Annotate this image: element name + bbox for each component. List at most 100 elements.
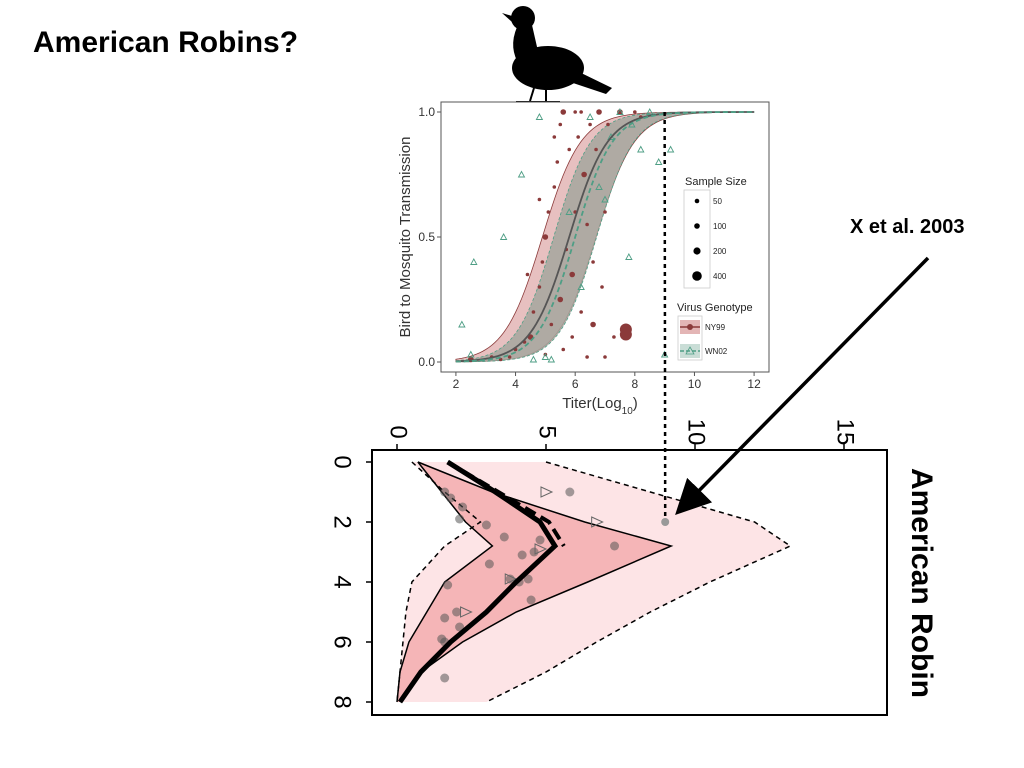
wn02-point — [601, 195, 609, 203]
ny99-point — [600, 285, 604, 289]
highlight-point — [661, 518, 670, 526]
robin-point — [517, 550, 527, 560]
ny99-point — [579, 110, 583, 114]
size-legend-mark — [694, 223, 700, 229]
day-tick-label: 4 — [329, 575, 356, 588]
wn02-point — [547, 355, 556, 363]
size-legend-mark — [694, 198, 700, 204]
titer-tick-label: 0 — [385, 425, 412, 438]
y-axis-label: Bird to Mosquito Transmission — [397, 137, 414, 338]
ny99-point — [633, 110, 637, 114]
day-tick-label: 6 — [329, 635, 356, 648]
mean-curve-dashed — [446, 460, 566, 548]
robin-panel-title: American Robin — [905, 468, 938, 698]
wn02-point — [541, 353, 550, 360]
titer-tick-label: 15 — [832, 419, 859, 446]
wn02-curve — [455, 111, 755, 363]
genotype-legend-title: Virus Genotype — [677, 302, 753, 314]
x-tick-label: 2 — [453, 377, 460, 391]
wn02-point — [535, 113, 544, 120]
ny99-point — [588, 122, 592, 127]
robin-point — [523, 574, 533, 584]
ny99-point — [558, 122, 563, 127]
ny99-point — [552, 135, 557, 139]
ny99-point — [552, 185, 557, 189]
ny99-point — [537, 197, 542, 202]
wn02-band — [455, 111, 755, 363]
ny99-point — [581, 171, 587, 178]
wn02-point — [470, 258, 478, 265]
robin-triangle — [460, 606, 473, 618]
ny99-point — [596, 109, 602, 115]
day-tick-label: 0 — [329, 455, 356, 468]
inner-band — [397, 462, 672, 702]
wn02-point — [616, 108, 624, 115]
day-tick-label: 2 — [329, 515, 356, 528]
ny99-point — [585, 222, 589, 227]
wn02-point — [654, 158, 663, 165]
ny99-point — [612, 335, 616, 339]
ny99-point — [573, 110, 577, 114]
x-tick-label: 6 — [572, 377, 579, 391]
ny99-point — [594, 147, 598, 152]
genotype-legend: Virus Genotype NY99 WN02 — [677, 302, 753, 361]
genotype-legend-label: NY99 — [705, 323, 726, 332]
genotype-legend-label: WN02 — [705, 347, 728, 356]
robin-point — [529, 547, 539, 557]
ny99-point — [557, 296, 564, 303]
robin-point — [443, 580, 453, 590]
ny99-point — [555, 160, 560, 164]
bird-silhouette-icon — [502, 6, 612, 103]
robin-point — [455, 622, 465, 632]
outer-lower-boundary — [396, 461, 482, 703]
robin-point — [455, 514, 465, 524]
transmission-chart: 2 4 6 8 10 12 0.0 0.5 1.0 Titer(Log10) Bird to … — [397, 101, 770, 417]
x-axis-label: Titer(Log10) — [562, 395, 638, 417]
robin-point — [440, 487, 450, 497]
titer-axis-ticks: 0 5 10 15 — [385, 419, 859, 450]
ny99-point — [507, 355, 512, 359]
robin-triangle — [591, 516, 604, 528]
robin-point — [440, 673, 450, 683]
robin-triangle — [534, 543, 548, 555]
robin-point — [535, 535, 545, 545]
ny99-legend-mark — [687, 324, 693, 330]
robin-point — [484, 559, 494, 569]
x-axis-ticks: 2 4 6 8 10 12 — [453, 372, 761, 391]
wn02-point — [565, 208, 573, 215]
robin-triangle — [540, 486, 554, 498]
ny99-point — [561, 347, 566, 352]
wn02-point — [625, 253, 633, 260]
wn02-point — [595, 183, 603, 190]
ny99-point — [603, 210, 607, 214]
robin-point — [499, 532, 509, 542]
wn02-legend-mark — [685, 346, 695, 355]
x-tick-label: 4 — [512, 377, 519, 391]
x-tick-label: 8 — [631, 377, 638, 391]
robin-point — [440, 613, 450, 623]
wn02-point — [499, 233, 508, 240]
ny99-point — [569, 271, 575, 278]
day-axis-ticks: 0 2 4 6 8 — [329, 455, 372, 709]
wn02-point — [458, 320, 466, 328]
robin-point — [446, 493, 456, 503]
size-legend-label: 200 — [713, 247, 727, 256]
ny99-point — [570, 335, 574, 339]
ny99-point — [603, 355, 607, 359]
x-tick-label: 10 — [688, 377, 702, 391]
robin-point — [526, 595, 536, 605]
ny99-point — [567, 147, 572, 152]
ny99-point — [537, 285, 542, 289]
ny99-point — [560, 109, 567, 115]
wn02-point — [645, 108, 654, 115]
ny99-point — [576, 135, 580, 139]
size-legend-mark — [692, 271, 702, 281]
wn02-point — [577, 283, 585, 290]
y-tick-label: 0.0 — [418, 355, 435, 369]
wn02-point — [517, 170, 526, 178]
wn02-point — [637, 145, 645, 153]
size-legend-mark — [693, 247, 701, 255]
inner-upper-boundary — [399, 461, 674, 703]
ny99-point — [591, 260, 595, 264]
